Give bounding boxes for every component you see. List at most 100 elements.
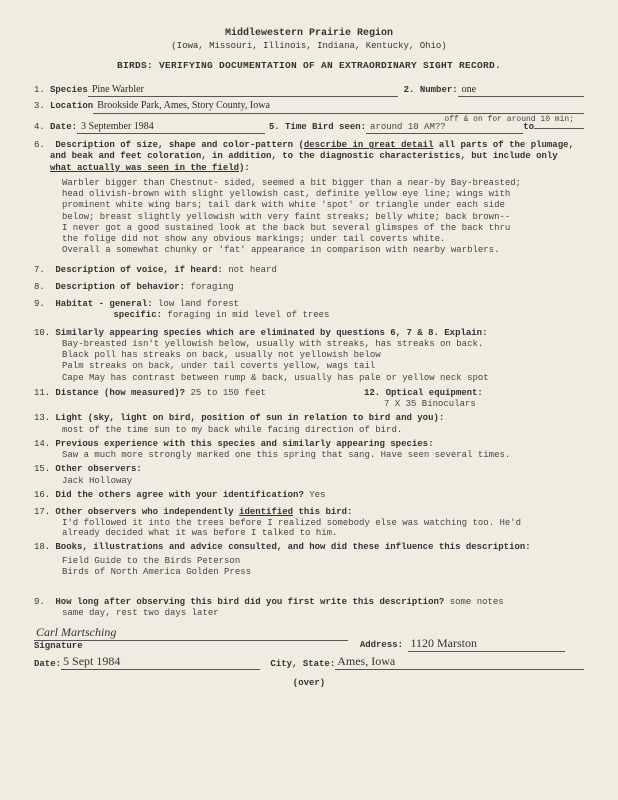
- q6-label-u2: what actually was seen in the field: [50, 163, 239, 173]
- region-subheader: (Iowa, Missouri, Illinois, Indiana, Kent…: [34, 41, 584, 52]
- q13-num: 13.: [34, 413, 50, 424]
- q6-label-u: describe in great detail: [304, 140, 434, 150]
- signature-label: Signature: [34, 641, 348, 652]
- q10-line0: Bay-breasted isn't yellowish below, usua…: [62, 339, 584, 350]
- date-row: Date: 5 Sept 1984 City, State: Ames, Iow…: [34, 654, 584, 670]
- q6-label-c: ):: [239, 163, 250, 173]
- q5-label: 5. Time Bird seen:: [269, 122, 366, 133]
- row-location: 3. Location Brookside Park, Ames, Story …: [34, 100, 584, 114]
- address-label: Address:: [360, 640, 403, 650]
- q14-block: 14. Previous experience with this specie…: [34, 439, 584, 462]
- region-header: Middlewestern Prairie Region: [34, 28, 584, 41]
- q6-line3: below; breast slightly yellowish with ve…: [62, 212, 584, 223]
- q19-label: How long after observing this bird did y…: [55, 597, 444, 607]
- q18-line1: Birds of North America Golden Press: [62, 567, 584, 578]
- q11-block: 11. Distance (how measured)? 25 to 150 f…: [34, 388, 584, 411]
- q10-line3: Cape May has contrast between rump & bac…: [62, 373, 584, 384]
- q10-block: 10. Similarly appearing species which ar…: [34, 328, 584, 384]
- q17-block: 17. Other observers who independently id…: [34, 507, 584, 539]
- q7-label: Description of voice, if heard:: [55, 265, 222, 275]
- q6-line2: prominent white wing bars; tail dark wit…: [62, 200, 584, 211]
- q18-block: 18. Books, illustrations and advice cons…: [34, 542, 584, 579]
- city-label: City, State:: [270, 659, 335, 670]
- q8-num: 8.: [34, 282, 50, 293]
- q6-block: 6. Description of size, shape and color-…: [34, 140, 584, 257]
- q8-block: 8. Description of behavior: foraging: [34, 282, 584, 293]
- q14-val: Saw a much more strongly marked one this…: [62, 450, 584, 461]
- q3-label: Location: [50, 101, 93, 112]
- q17-label-b: this bird:: [293, 507, 352, 517]
- q19-block: 9. How long after observing this bird di…: [34, 597, 584, 620]
- q13-label: Light (sky, light on bird, position of s…: [55, 413, 444, 423]
- form-title: BIRDS: VERIFYING DOCUMENTATION OF AN EXT…: [34, 60, 584, 72]
- q14-label: Previous experience with this species an…: [55, 439, 433, 449]
- q14-num: 14.: [34, 439, 50, 450]
- q10-line2: Palm streaks on back, under tail coverts…: [62, 361, 584, 372]
- q8-val: foraging: [190, 282, 233, 292]
- q9-num: 9.: [34, 299, 50, 310]
- q15-block: 15. Other observers: Jack Holloway: [34, 464, 584, 487]
- q6-line4: I never got a good sustained look at the…: [62, 223, 584, 234]
- q18-line0: Field Guide to the Birds Peterson: [62, 556, 584, 567]
- q1-num: 1.: [34, 85, 50, 96]
- q13-block: 13. Light (sky, light on bird, position …: [34, 413, 584, 436]
- number-field: one: [458, 84, 584, 98]
- signature-field: Carl Martsching: [34, 625, 348, 641]
- q13-val: most of the time sun to my back while fa…: [62, 425, 584, 436]
- q17-label-a: Other observers who independently: [55, 507, 239, 517]
- q9-val2: foraging in mid level of trees: [167, 310, 329, 320]
- q11-label: Distance (how measured)?: [55, 388, 185, 398]
- q19-val2: same day, rest two days later: [62, 608, 584, 619]
- q3-num: 3.: [34, 101, 50, 112]
- q7-block: 7. Description of voice, if heard: not h…: [34, 265, 584, 276]
- q15-label: Other observers:: [55, 464, 141, 474]
- q16-label: Did the others agree with your identific…: [55, 490, 303, 500]
- species-field: Pine Warbler: [88, 84, 398, 98]
- q1-label: Species: [50, 85, 88, 96]
- q6-line0: Warbler bigger than Chestnut- sided, see…: [62, 178, 584, 189]
- date2-label: Date:: [34, 659, 61, 670]
- address-field: 1120 Marston: [408, 636, 565, 652]
- q8-label: Description of behavior:: [55, 282, 185, 292]
- q16-val: Yes: [309, 490, 325, 500]
- q18-label: Books, illustrations and advice consulte…: [55, 542, 530, 552]
- q10-line1: Black poll has streaks on back, usually …: [62, 350, 584, 361]
- q2-label: 2. Number:: [404, 85, 458, 96]
- q7-val: not heard: [228, 265, 277, 275]
- q9-label2: specific:: [113, 310, 162, 320]
- q19-num: 9.: [34, 597, 50, 608]
- q10-num: 10.: [34, 328, 50, 339]
- q9-label: Habitat - general:: [55, 299, 152, 309]
- q12-label: 12. Optical equipment:: [364, 388, 483, 398]
- q9-block: 9. Habitat - general: low land forest sp…: [34, 299, 584, 322]
- location-field: Brookside Park, Ames, Story County, Iowa: [93, 100, 584, 114]
- q15-val: Jack Holloway: [62, 476, 584, 487]
- time-note: off & on for around 10 min;: [444, 115, 574, 125]
- q16-num: 16.: [34, 490, 50, 501]
- q6-num: 6.: [34, 140, 50, 151]
- q17-num: 17.: [34, 507, 50, 518]
- q9-val: low land forest: [158, 299, 239, 309]
- date2-field: 5 Sept 1984: [61, 654, 260, 670]
- q11-val: 25 to 150 feet: [190, 388, 266, 398]
- over-label: (over): [34, 678, 584, 689]
- q6-line6: Overall a somewhat chunky or 'fat' appea…: [62, 245, 584, 256]
- q19-val: some notes: [450, 597, 504, 607]
- q18-num: 18.: [34, 542, 50, 553]
- q6-line5: the folige did not show any obvious mark…: [62, 234, 584, 245]
- q15-num: 15.: [34, 464, 50, 475]
- q16-block: 16. Did the others agree with your ident…: [34, 490, 584, 501]
- q6-line1: head olivish-brown with slight yellowish…: [62, 189, 584, 200]
- q4-num: 4.: [34, 122, 50, 133]
- q12-val: 7 X 35 Binoculars: [384, 399, 476, 409]
- q6-label-a: Description of size, shape and color-pat…: [55, 140, 303, 150]
- date-field: 3 September 1984: [77, 121, 265, 135]
- q10-label: Similarly appearing species which are el…: [55, 328, 487, 338]
- q17-label-u: identified: [239, 507, 293, 517]
- row-species: 1. Species Pine Warbler 2. Number: one: [34, 84, 584, 98]
- q4-label: Date:: [50, 122, 77, 133]
- q11-num: 11.: [34, 388, 50, 399]
- q7-num: 7.: [34, 265, 50, 276]
- signature-row: Carl Martsching Signature Address: 1120 …: [34, 625, 584, 652]
- city-field: Ames, Iowa: [335, 654, 584, 670]
